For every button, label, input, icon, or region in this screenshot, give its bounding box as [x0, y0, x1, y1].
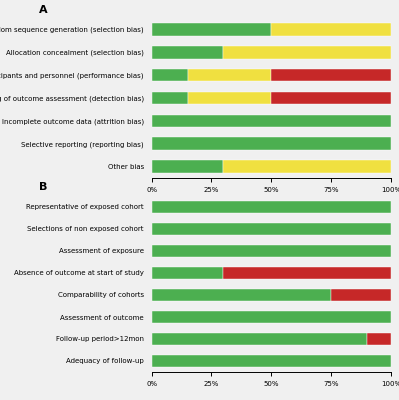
Bar: [271, 92, 391, 104]
Bar: [152, 245, 391, 257]
Bar: [188, 92, 271, 104]
Bar: [331, 289, 391, 301]
Bar: [152, 114, 391, 127]
Bar: [271, 69, 391, 82]
Bar: [152, 355, 391, 367]
Bar: [188, 69, 271, 82]
Bar: [152, 311, 391, 323]
Bar: [152, 223, 391, 235]
Text: A: A: [39, 5, 48, 15]
Bar: [152, 289, 331, 301]
Bar: [152, 333, 367, 345]
Bar: [152, 46, 223, 58]
Bar: [223, 267, 391, 279]
Legend: Low risk of bias, Unclear risk of bias, High risk of bias: Low risk of bias, Unclear risk of bias, …: [161, 256, 382, 267]
Bar: [152, 69, 188, 82]
Bar: [223, 160, 391, 173]
Bar: [223, 46, 391, 58]
Bar: [152, 267, 223, 279]
Bar: [367, 333, 391, 345]
Bar: [152, 92, 188, 104]
Bar: [152, 160, 223, 173]
Text: B: B: [39, 182, 47, 192]
Bar: [152, 138, 391, 150]
Bar: [271, 23, 391, 36]
Bar: [152, 201, 391, 213]
Bar: [152, 23, 271, 36]
